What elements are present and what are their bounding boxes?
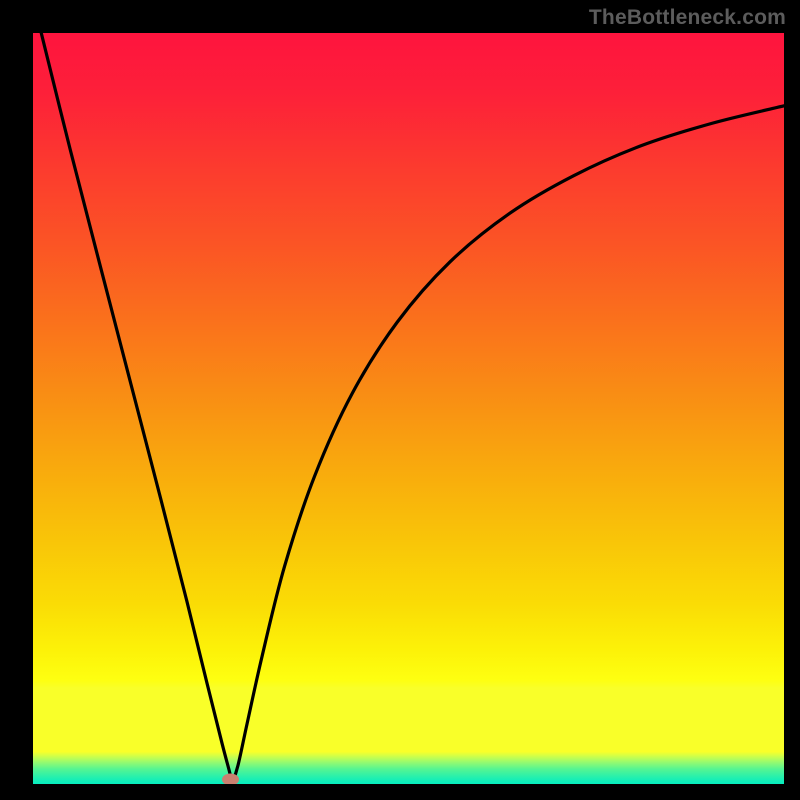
plot-area xyxy=(33,33,784,784)
watermark-text: TheBottleneck.com xyxy=(589,6,786,30)
curve-right-branch xyxy=(232,106,784,784)
curve-layer xyxy=(33,33,784,784)
curve-left-branch xyxy=(41,33,232,784)
figure-frame: TheBottleneck.com xyxy=(0,0,800,800)
